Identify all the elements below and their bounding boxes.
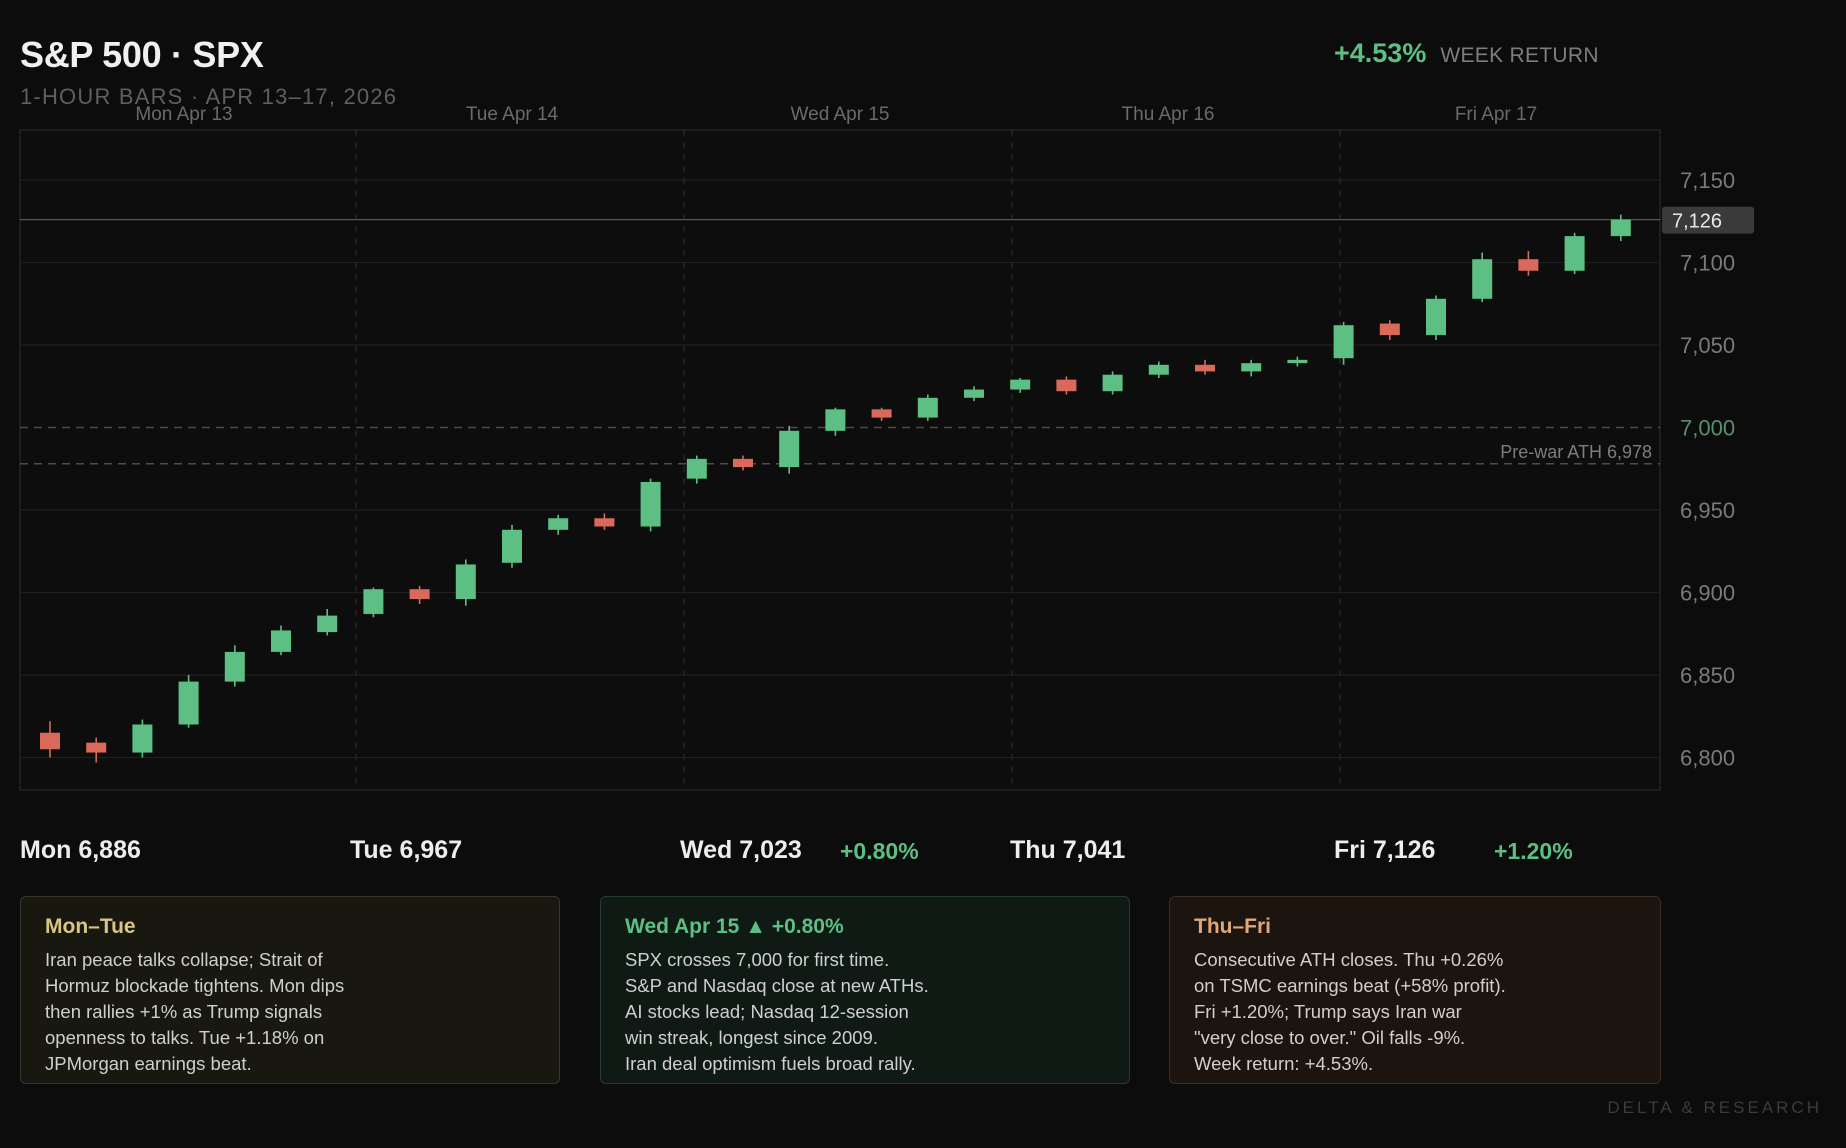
candle-body [1287,359,1308,364]
day-summary-wed: Wed 7,023 [680,836,802,864]
candle-body [455,564,476,600]
candle-body [1564,236,1585,271]
candle-body [640,481,661,527]
day-change-wed: +0.80% [840,838,919,864]
chart-subtitle: 1-HOUR BARS · APR 13–17, 2026 [20,84,398,109]
note-card-line: win streak, longest since 2009. [625,1027,878,1048]
candle-body [1148,364,1169,375]
reference-line-label: Pre-war ATH 6,978 [1500,442,1652,462]
brand-watermark: DELTA & RESEARCH [1607,1098,1822,1117]
note-card-mon-tue: Mon–Tue Iran peace talks collapse; Strai… [20,896,560,1084]
x-day-label: Tue Apr 14 [466,104,559,125]
note-card-line: Iran peace talks collapse; Strait of [45,949,323,970]
candle-body [1379,323,1400,336]
plot-area [19,129,1661,791]
note-card-title: Thu–Fri [1194,915,1271,938]
note-card-line: JPMorgan earnings beat. [45,1053,252,1074]
y-tick-label: 6,950 [1680,498,1735,523]
last-price-label: 7,126 [1672,211,1722,233]
candle-body [1056,379,1077,392]
x-day-label: Mon Apr 13 [135,104,232,125]
candle-body [1010,379,1031,390]
candlestick-chart: 7,150 7,100 7,050 7,000 6,950 6,900 6,850 6,800… [19,104,1754,791]
note-card-line: Fri +1.20%; Trump says Iran war [1194,1001,1462,1022]
candle-body [409,589,430,600]
x-day-label: Fri Apr 17 [1455,104,1537,125]
y-tick-label: 7,150 [1680,168,1735,193]
candle-body [686,458,707,479]
candle-body [317,615,338,633]
week-return-value: +4.53% [1334,38,1427,68]
x-day-label: Wed Apr 15 [791,104,890,125]
candle-body [132,724,153,753]
candle-body [86,742,107,753]
day-change-fri: +1.20% [1494,838,1573,864]
note-card-line: openness to talks. Tue +1.18% on [45,1027,325,1048]
day-summary-fri: Fri 7,126 [1334,836,1436,864]
candle-body [1518,259,1539,271]
y-tick-label: 7,100 [1680,251,1735,276]
y-tick-label: 6,800 [1680,746,1735,771]
note-card-line: Week return: +4.53%. [1194,1053,1374,1074]
note-card-wed: Wed Apr 15 ▲ +0.80% SPX crosses 7,000 fo… [600,896,1130,1084]
week-return: +4.53% WEEK RETURN [1334,38,1599,69]
candle-body [1195,364,1215,372]
note-card-line: AI stocks lead; Nasdaq 12-session [625,1001,909,1022]
candle-body [1102,374,1123,392]
candle-body [871,409,892,418]
note-card-line: then rallies +1% as Trump signals [45,1001,323,1022]
note-card-line: Consecutive ATH closes. Thu +0.26% [1194,949,1504,970]
y-tick-label: 7,000 [1680,416,1735,441]
note-card-line: SPX crosses 7,000 for first time. [625,949,890,970]
candle-body [224,651,245,682]
candle-body [548,518,569,530]
note-card-line: S&P and Nasdaq close at new ATHs. [625,975,929,996]
candle-body [178,681,199,725]
candle-body [363,589,384,614]
x-day-label: Thu Apr 16 [1122,104,1215,125]
candle-body [825,409,846,431]
candle-body [917,397,938,418]
day-summary-thu: Thu 7,041 [1010,836,1126,864]
candle-body [733,458,753,468]
note-card-line: "very close to over." Oil falls -9%. [1194,1027,1466,1048]
day-summary-tue: Tue 6,967 [350,836,463,864]
candle-body [594,518,615,527]
y-tick-label: 6,900 [1680,581,1735,606]
note-card-line: on TSMC earnings beat (+58% profit). [1194,975,1506,996]
candle-body [964,389,984,398]
candle-body [40,732,60,750]
candle-body [1472,259,1493,299]
day-summary-mon: Mon 6,886 [20,836,141,864]
candle-body [1241,363,1262,372]
note-card-thu-fri: Thu–Fri Consecutive ATH closes. Thu +0.2… [1169,896,1661,1084]
note-card-title: Mon–Tue [45,915,136,938]
week-return-label: WEEK RETURN [1440,44,1599,67]
last-price-tag [1662,206,1754,234]
candle-body [1610,219,1631,237]
chart-title: S&P 500 · SPX [20,34,264,75]
y-tick-label: 7,050 [1680,333,1735,358]
note-card-title: Wed Apr 15 ▲ +0.80% [625,915,844,938]
candle-body [271,630,291,652]
candle-body [502,529,522,563]
note-card-line: Iran deal optimism fuels broad rally. [625,1053,916,1074]
y-tick-label: 6,850 [1680,663,1735,688]
candle-body [779,430,800,468]
candle-body [1426,298,1446,336]
note-card-line: Hormuz blockade tightens. Mon dips [45,975,345,996]
candle-body [1333,325,1354,359]
